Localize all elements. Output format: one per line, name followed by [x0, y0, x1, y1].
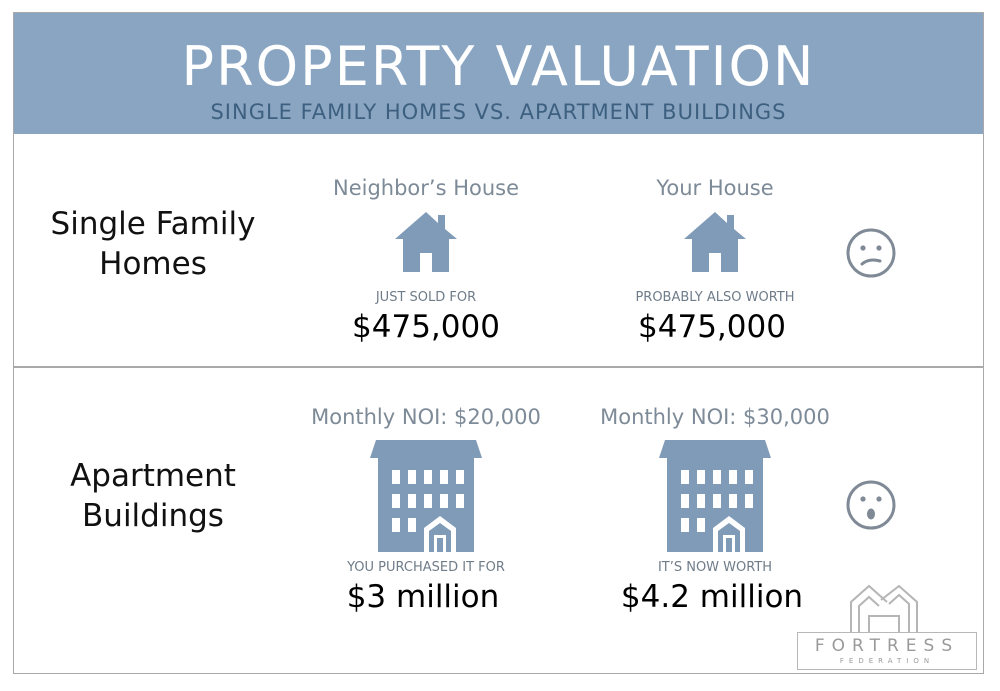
apartment-building-icon [370, 440, 482, 552]
neighbors-house-value: $475,000 [352, 309, 500, 345]
building-one-noi: Monthly NOI: $20,000 [311, 405, 541, 429]
neighbors-house-caption: JUST SOLD FOR [375, 290, 477, 305]
row-label-line1: Single Family [50, 206, 256, 242]
row-divider [14, 366, 983, 368]
fortress-logo: FORTRESS FEDERATION [797, 632, 977, 670]
header-banner: PROPERTY VALUATION SINGLE FAMILY HOMES V… [14, 13, 983, 134]
your-house-caption: PROBABLY ALSO WORTH [635, 290, 795, 305]
row-label-line1: Apartment [70, 458, 236, 494]
row-label-line2: Homes [99, 246, 207, 282]
building-two-value: $4.2 million [620, 579, 804, 615]
logo-subtitle: FEDERATION [839, 657, 935, 665]
building-one-caption: YOU PURCHASED IT FOR [347, 560, 505, 575]
row-label-line2: Buildings [82, 498, 224, 534]
house-icon [395, 212, 457, 272]
your-house-value: $475,000 [638, 309, 786, 345]
neighbors-house-title: Neighbor’s House [332, 176, 520, 200]
page-subtitle: SINGLE FAMILY HOMES VS. APARTMENT BUILDI… [210, 100, 787, 124]
infographic-frame [13, 12, 984, 674]
house-icon [684, 212, 746, 272]
page-title: PROPERTY VALUATION [181, 35, 816, 98]
building-two-noi: Monthly NOI: $30,000 [600, 405, 830, 429]
apartment-building-icon [659, 440, 771, 552]
your-house-title: Your House [656, 176, 774, 200]
row-label-apartment: Apartment Buildings [33, 456, 273, 536]
building-one-value: $3 million [346, 579, 500, 615]
row-label-single-family: Single Family Homes [33, 204, 273, 284]
building-two-caption: IT’S NOW WORTH [657, 560, 773, 575]
confused-face-icon [846, 228, 896, 278]
fortress-logo-icon [850, 584, 918, 632]
surprised-face-icon [846, 480, 896, 530]
logo-name: FORTRESS [814, 636, 960, 656]
